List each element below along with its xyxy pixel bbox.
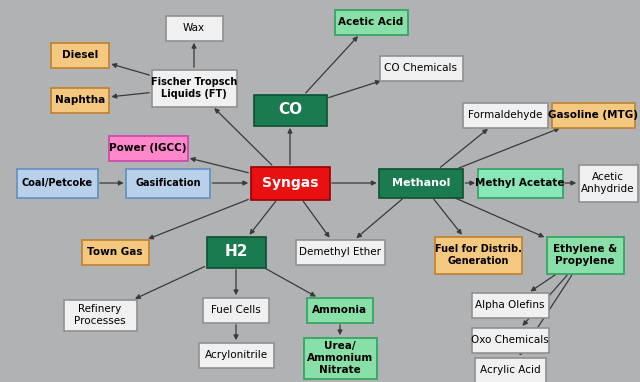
FancyBboxPatch shape bbox=[435, 236, 522, 274]
FancyBboxPatch shape bbox=[296, 240, 385, 264]
Text: Town Gas: Town Gas bbox=[87, 247, 143, 257]
Text: CO: CO bbox=[278, 102, 302, 118]
Text: Urea/
Ammonium
Nitrate: Urea/ Ammonium Nitrate bbox=[307, 342, 373, 375]
FancyBboxPatch shape bbox=[51, 87, 109, 113]
FancyBboxPatch shape bbox=[81, 240, 148, 264]
FancyBboxPatch shape bbox=[51, 42, 109, 68]
Text: Fischer Tropsch
Liquids (FT): Fischer Tropsch Liquids (FT) bbox=[151, 77, 237, 99]
Text: Syngas: Syngas bbox=[262, 176, 318, 190]
FancyBboxPatch shape bbox=[379, 168, 463, 197]
Text: H2: H2 bbox=[224, 244, 248, 259]
Text: Gasification: Gasification bbox=[135, 178, 201, 188]
FancyBboxPatch shape bbox=[552, 102, 634, 128]
FancyBboxPatch shape bbox=[17, 168, 97, 197]
Text: Refinery
Processes: Refinery Processes bbox=[74, 304, 126, 326]
Text: Oxo Chemicals: Oxo Chemicals bbox=[471, 335, 549, 345]
FancyBboxPatch shape bbox=[207, 236, 266, 267]
Text: Acetic Acid: Acetic Acid bbox=[339, 17, 404, 27]
Text: Acrylonitrile: Acrylonitrile bbox=[204, 350, 268, 360]
FancyBboxPatch shape bbox=[472, 327, 548, 353]
Text: Naphtha: Naphtha bbox=[55, 95, 105, 105]
Text: CO Chemicals: CO Chemicals bbox=[385, 63, 458, 73]
FancyBboxPatch shape bbox=[380, 55, 463, 81]
Text: Fuel for Distrib.
Generation: Fuel for Distrib. Generation bbox=[435, 244, 522, 266]
FancyBboxPatch shape bbox=[63, 299, 136, 330]
Text: Methyl Acetate: Methyl Acetate bbox=[476, 178, 564, 188]
Text: Demethyl Ether: Demethyl Ether bbox=[299, 247, 381, 257]
Text: Acetic
Anhydride: Acetic Anhydride bbox=[581, 172, 635, 194]
FancyBboxPatch shape bbox=[335, 10, 408, 34]
FancyBboxPatch shape bbox=[152, 70, 237, 107]
FancyBboxPatch shape bbox=[250, 167, 330, 199]
FancyBboxPatch shape bbox=[579, 165, 637, 201]
Text: Formaldehyde: Formaldehyde bbox=[468, 110, 542, 120]
FancyBboxPatch shape bbox=[472, 293, 548, 317]
Text: Coal/Petcoke: Coal/Petcoke bbox=[21, 178, 93, 188]
Text: Methanol: Methanol bbox=[392, 178, 450, 188]
FancyBboxPatch shape bbox=[198, 343, 273, 367]
FancyBboxPatch shape bbox=[463, 102, 547, 128]
FancyBboxPatch shape bbox=[203, 298, 269, 322]
Text: Ammonia: Ammonia bbox=[312, 305, 367, 315]
Text: Acrylic Acid: Acrylic Acid bbox=[480, 365, 540, 375]
FancyBboxPatch shape bbox=[253, 94, 326, 126]
Text: Wax: Wax bbox=[183, 23, 205, 33]
Text: Gasoline (MTG): Gasoline (MTG) bbox=[548, 110, 638, 120]
Text: Power (IGCC): Power (IGCC) bbox=[109, 143, 187, 153]
Text: Alpha Olefins: Alpha Olefins bbox=[476, 300, 545, 310]
Text: Diesel: Diesel bbox=[62, 50, 98, 60]
FancyBboxPatch shape bbox=[109, 136, 188, 160]
FancyBboxPatch shape bbox=[547, 236, 623, 274]
Text: Ethylene &
Propylene: Ethylene & Propylene bbox=[553, 244, 617, 266]
Text: Fuel Cells: Fuel Cells bbox=[211, 305, 261, 315]
FancyBboxPatch shape bbox=[474, 358, 545, 382]
FancyBboxPatch shape bbox=[166, 16, 223, 40]
FancyBboxPatch shape bbox=[307, 298, 373, 322]
FancyBboxPatch shape bbox=[126, 168, 210, 197]
FancyBboxPatch shape bbox=[303, 338, 376, 379]
FancyBboxPatch shape bbox=[477, 168, 563, 197]
